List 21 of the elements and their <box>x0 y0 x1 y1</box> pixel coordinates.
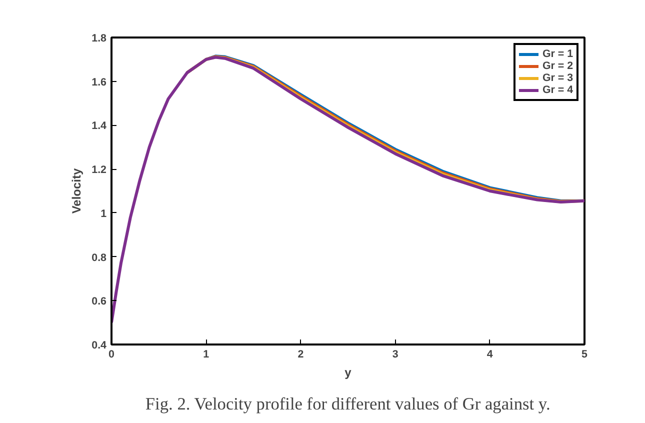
legend-label: Gr = 3 <box>542 72 573 84</box>
x-tick-label: 4 <box>486 348 493 360</box>
y-tick-label: 1 <box>100 208 107 220</box>
y-tick-label: 0.6 <box>92 296 107 308</box>
y-tick-label: 0.4 <box>92 340 107 352</box>
y-tick-label: 0.8 <box>92 252 107 264</box>
x-axis-title: y <box>344 366 352 380</box>
legend-label: Gr = 1 <box>542 48 573 60</box>
y-tick-label: 1.6 <box>92 76 107 88</box>
caption: Fig. 2. Velocity profile for different values of Gr against y. <box>145 394 550 414</box>
x-tick-label: 2 <box>298 348 304 360</box>
legend-label: Gr = 4 <box>542 84 573 96</box>
y-tick-label: 1.4 <box>92 120 107 132</box>
x-tick-label: 3 <box>392 348 398 360</box>
y-tick-label: 1.8 <box>92 32 107 44</box>
x-tick-label: 1 <box>203 348 210 360</box>
y-axis-title: Velocity <box>70 168 84 214</box>
x-tick-label: 0 <box>108 348 115 360</box>
x-tick-label: 5 <box>582 348 588 360</box>
legend-label: Gr = 2 <box>542 60 573 72</box>
y-tick-label: 1.2 <box>92 164 107 176</box>
